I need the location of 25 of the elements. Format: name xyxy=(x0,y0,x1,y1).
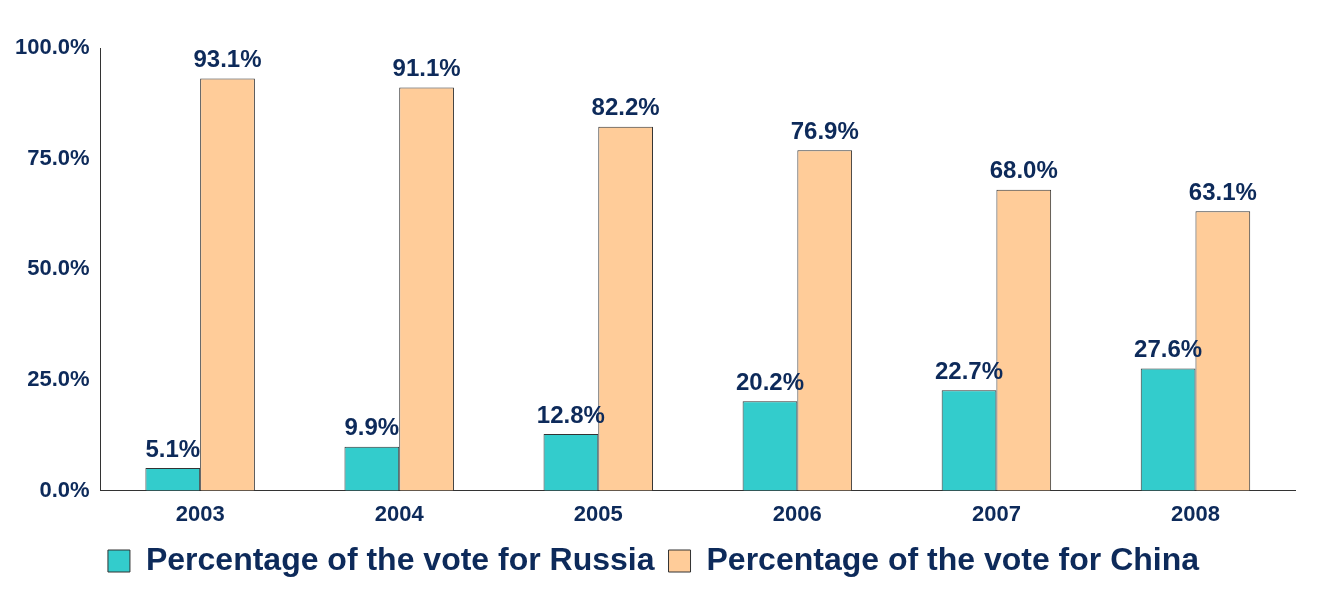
data-label: 68.0% xyxy=(989,156,1058,184)
data-label: 91.1% xyxy=(392,54,461,82)
legend-label: Percentage of the vote for China xyxy=(706,540,1200,577)
x-tick-label: 2005 xyxy=(573,500,623,526)
data-label: 76.9% xyxy=(790,116,859,144)
y-tick-label: 50.0% xyxy=(27,255,90,281)
y-tick-label: 25.0% xyxy=(27,366,90,392)
x-tick-label: 2006 xyxy=(772,500,822,526)
data-label: 82.2% xyxy=(591,93,660,121)
data-label: 93.1% xyxy=(193,45,262,73)
data-label: 5.1% xyxy=(145,434,201,462)
data-label: 27.6% xyxy=(1134,335,1203,363)
data-label: 63.1% xyxy=(1188,177,1257,205)
data-label: 9.9% xyxy=(344,413,400,441)
x-tick-label: 2007 xyxy=(971,500,1021,526)
x-tick-label: 2004 xyxy=(374,500,425,526)
data-label: 20.2% xyxy=(735,367,804,395)
legend-label: Percentage of the vote for Russia xyxy=(145,540,655,577)
x-tick-label: 2003 xyxy=(175,500,225,526)
data-label: 12.8% xyxy=(536,400,605,428)
x-tick-label: 2008 xyxy=(1170,500,1220,526)
data-label: 22.7% xyxy=(935,356,1004,384)
y-tick-label: 100.0% xyxy=(14,34,90,60)
y-tick-label: 75.0% xyxy=(27,144,90,170)
y-tick-label: 0.0% xyxy=(39,476,90,502)
